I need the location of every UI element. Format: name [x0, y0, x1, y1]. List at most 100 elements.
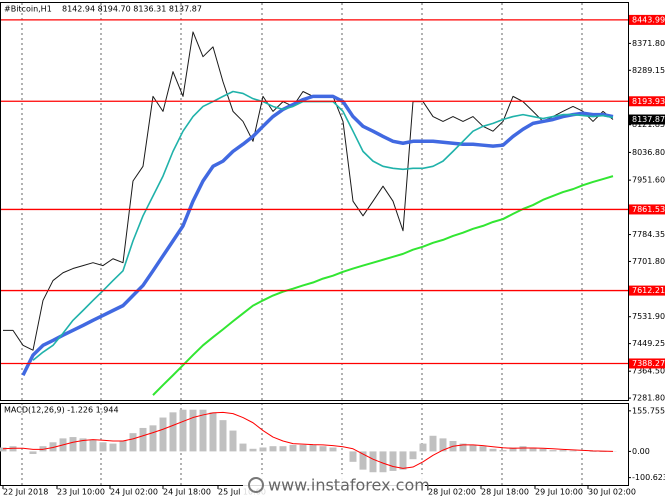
macd-bar [349, 451, 357, 462]
macd-bar [179, 409, 187, 452]
level-label-box [629, 285, 665, 296]
y-tick-label: 8289.15 [632, 66, 665, 75]
last-price-label: 8137.87 [632, 115, 665, 124]
macd-bar [229, 430, 237, 452]
watermark-logo [248, 477, 264, 493]
macd-bar [69, 437, 77, 452]
level-label-box [629, 96, 665, 107]
y-tick-label: 7531.90 [632, 312, 665, 321]
macd-bar [329, 447, 337, 452]
macd-bar [379, 451, 387, 473]
macd-bar [439, 438, 447, 452]
y-tick-label: 7784.35 [632, 230, 665, 239]
macd-bar [369, 451, 377, 473]
macd-bar [489, 448, 497, 452]
macd-bar [129, 433, 137, 452]
x-tick-label: 28 Jul 18:00 [481, 488, 529, 497]
macd-bar [159, 417, 167, 452]
macd-bar [9, 446, 17, 452]
day-separators [21, 3, 583, 485]
macd-bar [499, 450, 507, 452]
macd-bar [599, 451, 607, 452]
macd-bar [79, 438, 87, 452]
x-tick-label: 22 Jul 2018 [3, 488, 48, 497]
macd-bar [219, 420, 227, 452]
y-tick-label: 8036.80 [632, 148, 665, 157]
x-tick-label: 30 Jul 02:00 [588, 488, 636, 497]
y-tick-label: 155.755 [632, 406, 665, 415]
level-label: 7388.27 [632, 359, 665, 368]
macd-bar [249, 448, 257, 452]
x-tick-label: 28 Jul 02:00 [428, 488, 476, 497]
macd-bar [199, 409, 207, 452]
macd-bar [119, 440, 127, 452]
macd-bar [319, 446, 327, 452]
macd-bar [169, 412, 177, 452]
macd-title: MACD(12,26,9) -1.226 1.944 [4, 406, 119, 415]
macd-bar [559, 450, 567, 452]
macd-bar [289, 444, 297, 452]
level-label: 8193.93 [632, 97, 665, 106]
macd-bar [299, 444, 307, 452]
level-label: 8443.99 [632, 15, 665, 24]
macd-bar [469, 444, 477, 452]
x-tick-label: 29 Jul 10:00 [535, 488, 583, 497]
macd-bar [99, 442, 107, 452]
macd-bar [89, 439, 97, 452]
macd-bar [359, 451, 367, 470]
macd-bar [549, 450, 557, 452]
macd-bar [259, 447, 267, 452]
macd-bar [399, 451, 407, 470]
level-label-box [629, 358, 665, 369]
price-line [152, 175, 614, 396]
level-label: 7612.21 [632, 286, 665, 295]
y-tick-label: 7449.25 [632, 339, 665, 348]
macd-bar [419, 443, 427, 452]
macd-bar [519, 446, 527, 452]
macd-bar [479, 446, 487, 452]
macd-bar [209, 412, 217, 452]
main-frame [0, 2, 629, 401]
macd-bar [509, 447, 517, 452]
macd-bar [279, 446, 287, 452]
macd-bar [49, 442, 57, 452]
y-tick-label: 8121.85 [632, 120, 665, 129]
y-tick-label: -100.623 [632, 473, 665, 482]
level-label-box [629, 204, 665, 215]
macd-bar [409, 451, 417, 460]
macd-bar [29, 451, 37, 455]
y-tick-label: 7701.80 [632, 257, 665, 266]
x-tick-label: 24 Jul 18:00 [163, 488, 211, 497]
macd-bar [149, 425, 157, 452]
price-line [3, 31, 614, 351]
price-line [21, 94, 614, 377]
macd-bar [589, 451, 597, 452]
macd-bar [569, 450, 577, 452]
macd-bar [539, 448, 547, 452]
macd-bar [239, 443, 247, 452]
y-tick-label: 7364.50 [632, 367, 665, 376]
ohlc-label: 8142.94 8194.70 8136.31 8137.87 [62, 5, 202, 14]
chart-title: #Bitcoin,H1 [4, 5, 52, 14]
macd-bar [189, 409, 197, 452]
y-tick-label: 8371.80 [632, 39, 665, 48]
macd-bar [109, 443, 117, 452]
level-label: 7861.53 [632, 205, 665, 214]
y-tick-label: 7281.80 [632, 394, 665, 403]
level-label-box [629, 14, 665, 25]
last-price-box [629, 114, 665, 125]
watermark: www.instaforex.com [243, 474, 430, 496]
macd-bar [429, 435, 437, 452]
x-tick-label: 25 Jul 10:00 [218, 488, 266, 497]
x-tick-label: 23 Jul 10:00 [57, 488, 105, 497]
y-tick-label: 0.00 [632, 447, 650, 456]
macd-bar [269, 446, 277, 452]
macd-bar [529, 447, 537, 452]
x-tick-label: 24 Jul 02:00 [110, 488, 158, 497]
macd-bar [39, 446, 47, 452]
signal-line [2, 411, 614, 469]
macd-bar [309, 444, 317, 452]
macd-bar [139, 427, 147, 452]
macd-bar [459, 443, 467, 452]
